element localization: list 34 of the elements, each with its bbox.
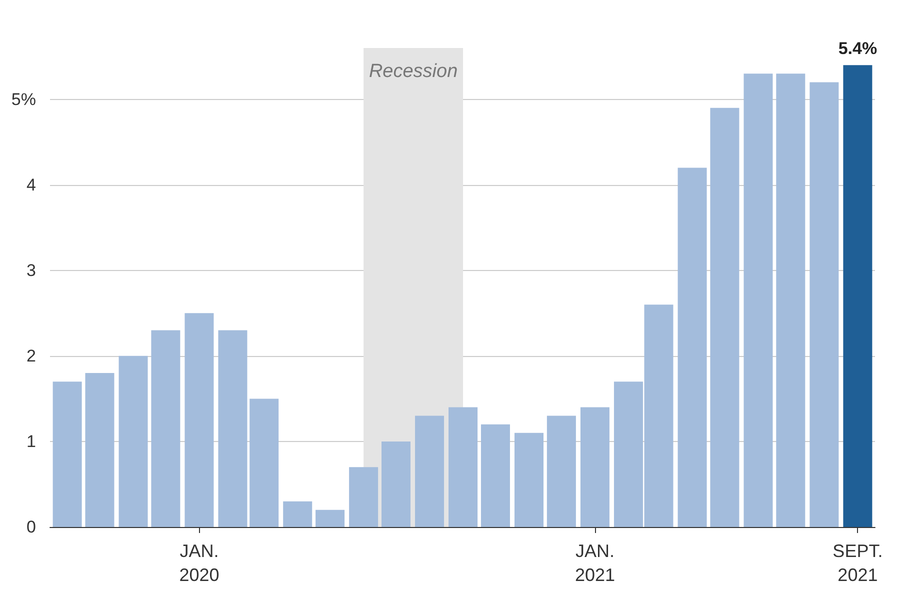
bar [382,441,411,527]
bar [218,330,248,527]
x-tick-label: JAN. 2020 [179,541,220,585]
bar [448,407,478,527]
bar [283,501,312,527]
bar [546,416,576,527]
bar [580,407,610,527]
bar [843,65,872,527]
bar [52,382,82,527]
bar [514,432,544,527]
bar [349,467,378,527]
band-label: Recession [368,61,458,82]
bar [151,330,180,527]
bar [250,398,279,527]
y-tick-label: 1 [26,432,36,451]
bar [118,356,148,527]
bar [184,313,214,527]
y-tick-label: 5% [11,90,36,109]
bar [85,373,114,527]
bar [316,510,345,527]
bar [776,74,806,527]
x-tick-label: JAN. 2021 [574,541,615,585]
x-tick-label: SEPT. 2021 [832,541,883,585]
annotation: 5.4% [838,39,878,58]
y-tick-label: 3 [26,260,36,280]
bar [710,108,740,527]
bar [810,82,839,527]
bar [744,74,773,527]
y-tick-label: 2 [26,346,36,366]
bar [678,168,707,527]
y-tick-label: 0 [26,518,36,536]
bar [480,424,510,527]
bar [415,416,444,527]
y-tick-label: 4 [26,175,36,194]
